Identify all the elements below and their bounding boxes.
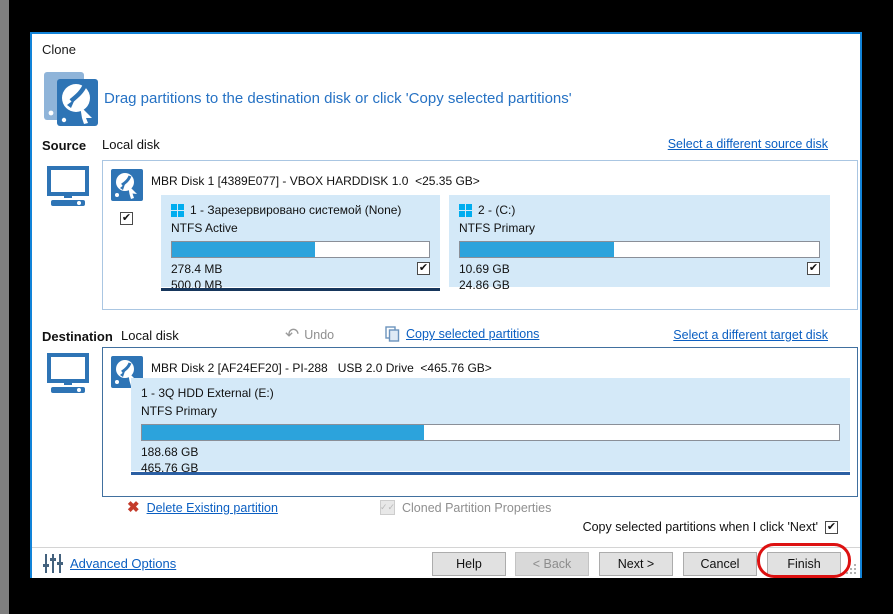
copy-on-next-row: Copy selected partitions when I click 'N… — [583, 520, 838, 534]
undo-command[interactable]: ↶ Undo — [285, 325, 335, 344]
destination-disk-title: MBR Disk 2 [AF24EF20] - PI-288 USB 2.0 D… — [151, 361, 492, 375]
destination-partition-selected-indicator — [131, 472, 850, 475]
partition-sizes: 188.68 GB 465.76 GB — [141, 445, 199, 475]
advanced-options-command[interactable]: Advanced Options — [42, 553, 176, 574]
select-source-disk-link[interactable]: Select a different source disk — [667, 137, 828, 151]
destination-partition-1[interactable]: 1 - 3Q HDD External (E:) NTFS Primary 18… — [131, 378, 850, 475]
copy-selected-partitions-command[interactable]: Copy selected partitions — [385, 326, 539, 342]
next-button[interactable]: Next > — [599, 552, 673, 576]
destination-type-label: Local disk — [121, 328, 179, 343]
partition-2-checkbox[interactable] — [807, 262, 820, 275]
partition-actions-row: ✖ Delete Existing partition ✓✓ Cloned Pa… — [32, 500, 864, 518]
source-disk-title: MBR Disk 1 [4389E077] - VBOX HARDDISK 1.… — [151, 174, 480, 188]
source-header-row: Source Local disk Select a different sou… — [42, 137, 854, 153]
partition-usage-bar — [459, 241, 820, 258]
help-button[interactable]: Help — [432, 552, 506, 576]
destination-disk-group: MBR Disk 2 [AF24EF20] - PI-288 USB 2.0 D… — [102, 347, 858, 497]
partition-sizes: 10.69 GB 24.86 GB — [459, 262, 510, 292]
partition-1-selected-indicator — [161, 288, 440, 291]
delete-x-icon: ✖ — [127, 499, 140, 516]
resize-grip[interactable] — [846, 563, 857, 574]
partition-usage-bar — [171, 241, 430, 258]
sliders-icon — [43, 554, 63, 573]
delete-existing-partition-command[interactable]: ✖ Delete Existing partition — [127, 499, 278, 516]
partition-name: 1 - 3Q HDD External (E:) — [141, 386, 274, 400]
cancel-button[interactable]: Cancel — [683, 552, 757, 576]
instruction-text: Drag partitions to the destination disk … — [104, 90, 572, 107]
cloned-properties-icon: ✓✓ — [380, 500, 395, 515]
background-window-strip — [0, 0, 9, 614]
source-partition-1[interactable]: 1 - Зарезервировано системой (None) NTFS… — [161, 195, 440, 292]
destination-label: Destination — [42, 329, 113, 344]
copy-icon — [385, 326, 400, 342]
back-button[interactable]: < Back — [515, 552, 589, 576]
partition-name: 2 - (C:) — [478, 203, 516, 217]
cloned-partition-properties-command[interactable]: ✓✓ Cloned Partition Properties — [379, 500, 552, 515]
source-computer-icon — [47, 166, 89, 206]
windows-logo-icon — [171, 203, 184, 217]
partition-filesystem: NTFS Primary — [141, 404, 217, 418]
source-disk-checkbox[interactable] — [120, 212, 133, 225]
windows-logo-icon — [459, 203, 472, 217]
destination-header-row: Destination Local disk ↶ Undo Copy selec… — [42, 325, 854, 344]
select-target-disk-link[interactable]: Select a different target disk — [673, 328, 828, 342]
partition-usage-bar — [141, 424, 840, 441]
hard-disk-icon — [111, 169, 143, 201]
source-type-label: Local disk — [102, 137, 160, 152]
finish-button[interactable]: Finish — [767, 552, 841, 576]
copy-on-next-checkbox[interactable] — [825, 520, 838, 534]
copy-on-next-label: Copy selected partitions when I click 'N… — [582, 520, 818, 534]
partition-name: 1 - Зарезервировано системой (None) — [190, 203, 402, 217]
footer-bar: Advanced Options Help < Back Next > Canc… — [32, 547, 860, 578]
partition-filesystem: NTFS Primary — [459, 221, 535, 235]
undo-icon: ↶ — [285, 325, 300, 344]
partition-1-checkbox[interactable] — [417, 262, 430, 275]
clone-dialog: Clone Drag partitions to the destination… — [30, 32, 862, 578]
partition-filesystem: NTFS Active — [171, 221, 238, 235]
source-partition-2[interactable]: 2 - (C:) NTFS Primary 10.69 GB 24.86 GB — [449, 195, 830, 292]
clone-disks-icon — [44, 72, 98, 126]
source-label: Source — [42, 138, 87, 153]
destination-computer-icon — [47, 353, 89, 393]
dialog-title: Clone — [42, 42, 76, 57]
source-disk-group: MBR Disk 1 [4389E077] - VBOX HARDDISK 1.… — [102, 160, 858, 310]
